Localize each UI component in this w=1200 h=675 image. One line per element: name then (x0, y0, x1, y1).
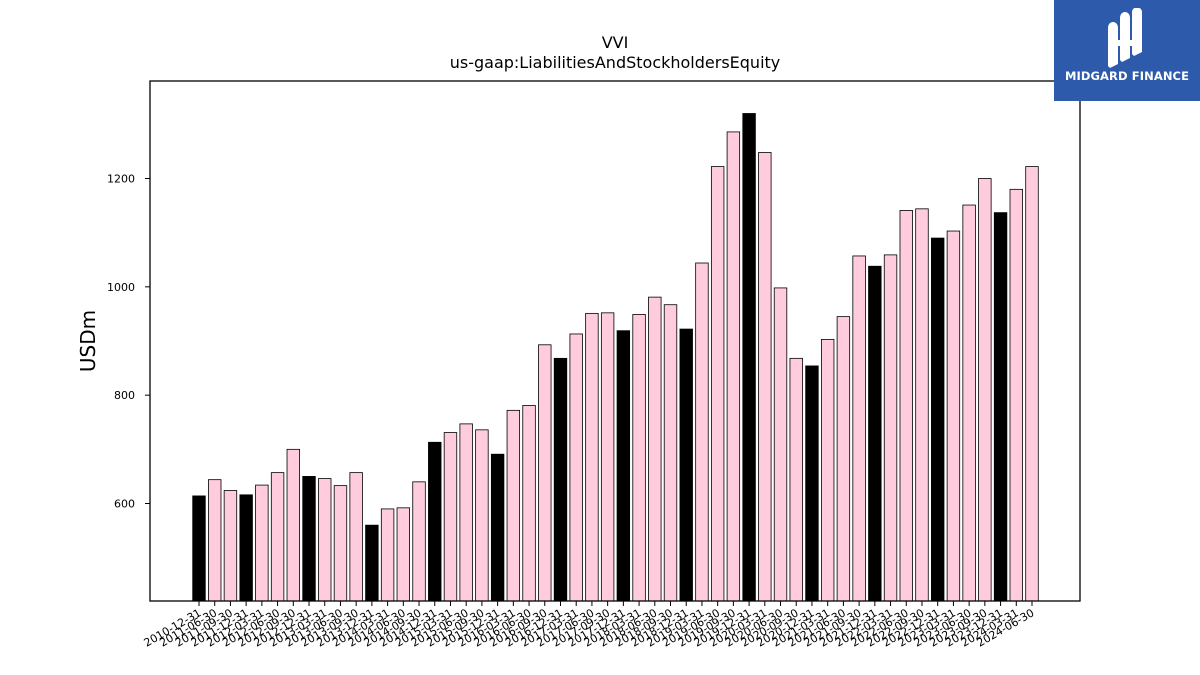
bar-2016-09-30 (538, 344, 552, 602)
bar-2016-03-31 (506, 409, 521, 602)
bar-2016-12-31 (553, 357, 568, 602)
bar-2017-09-30 (600, 312, 615, 602)
bar-2019-09-30 (726, 131, 741, 602)
bar-2021-12-31 (868, 265, 882, 602)
bar-2012-06-30 (270, 472, 285, 602)
y-tick-label: 600 (114, 498, 135, 511)
bar-2023-12-31 (993, 212, 1008, 602)
bar-2014-12-31 (428, 441, 442, 602)
bar-2021-03-31 (820, 338, 835, 602)
bar-2019-03-31 (695, 262, 709, 602)
bar-2018-09-30 (663, 304, 678, 602)
bar-2013-09-30 (349, 472, 363, 602)
bar-2014-09-30 (412, 481, 426, 602)
bar-2016-06-30 (522, 405, 536, 602)
y-axis-label: USDm (76, 310, 100, 372)
bar-2012-03-31 (255, 484, 269, 602)
bar-2013-06-30 (333, 485, 348, 602)
bar-2020-12-31 (805, 365, 819, 602)
bar-2013-03-31 (318, 478, 332, 602)
bar-2023-09-30 (978, 178, 992, 602)
chart-subtitle: us-gaap:LiabilitiesAndStockholdersEquity (450, 53, 781, 72)
bar-2024-06-30 (1025, 166, 1039, 602)
bar-2011-12-31 (239, 494, 253, 602)
bar-2023-03-31 (946, 230, 961, 602)
chart-title: VVI (602, 33, 629, 52)
bar-2022-06-30 (899, 210, 913, 602)
bar-2022-09-30 (915, 208, 929, 602)
bar-2014-03-31 (380, 508, 395, 602)
bar-2011-06-30 (208, 479, 222, 602)
bar-2017-06-30 (585, 312, 599, 602)
y-tick-label: 1000 (107, 281, 135, 294)
y-axis: 600 800 1000 1200 (107, 173, 150, 511)
bar-2018-12-31 (679, 328, 693, 602)
bar-2022-03-31 (883, 254, 898, 602)
plot-frame (149, 80, 1081, 602)
bar-2013-12-31 (365, 524, 379, 602)
bar-2022-12-31 (931, 237, 945, 602)
y-tick-label: 800 (114, 389, 135, 402)
bar-2017-03-31 (569, 333, 583, 602)
y-tick-label: 1200 (107, 173, 135, 186)
midgard-logo-icon (1108, 8, 1142, 68)
bar-2020-09-30 (789, 357, 803, 602)
bar-2018-06-30 (648, 296, 662, 602)
bar-2015-12-31 (490, 453, 505, 602)
bar-2015-09-30 (475, 429, 489, 602)
bar-2021-09-30 (852, 255, 866, 602)
bar-2024-03-31 (1009, 188, 1023, 602)
bar-series (192, 113, 1039, 602)
bar-2012-09-30 (286, 448, 300, 602)
bar-2012-12-31 (302, 476, 316, 602)
bar-2014-06-30 (396, 507, 410, 602)
bar-2011-09-30 (223, 490, 238, 602)
bar-2019-06-30 (710, 166, 725, 602)
bar-2019-12-31 (742, 113, 756, 602)
x-axis: 2010-12-312011-06-302011-09-302011-12-31… (142, 601, 1037, 650)
bar-2015-03-31 (443, 432, 458, 602)
bar-2015-06-30 (459, 423, 473, 602)
bar-2018-03-31 (632, 314, 646, 602)
logo-text: MIDGARD FINANCE (1064, 69, 1190, 83)
bar-2023-06-30 (962, 204, 976, 602)
bar-2010-12-31 (192, 495, 206, 602)
midgard-finance-logo: MIDGARD FINANCE (1054, 0, 1200, 101)
bar-2020-03-31 (758, 152, 772, 602)
bar-2021-06-30 (836, 316, 851, 602)
bar-2020-06-30 (773, 287, 788, 602)
bar-2017-12-31 (616, 330, 631, 602)
